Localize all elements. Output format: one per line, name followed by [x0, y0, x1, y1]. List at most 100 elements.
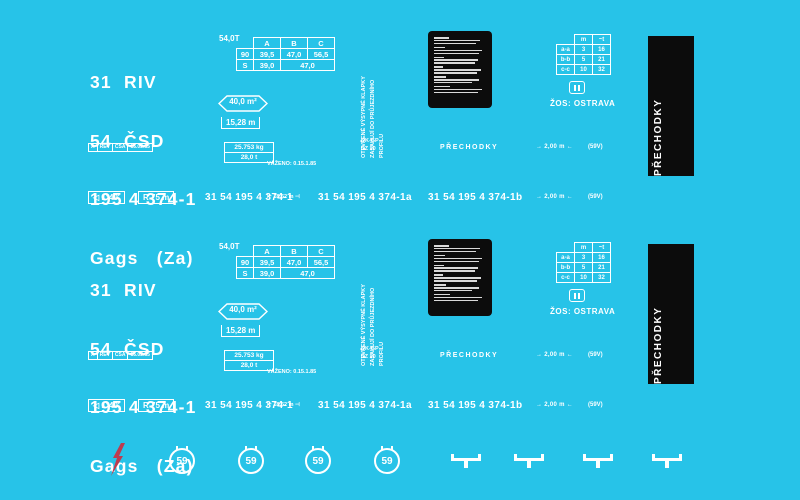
revision-segment: REV — [96, 143, 113, 152]
revision-segment: 16.02.85 — [127, 351, 153, 360]
tare-kg-value: 25.753 kg — [225, 351, 273, 361]
hexagon-outline-icon — [218, 95, 268, 112]
load-value: 47,0 — [280, 256, 308, 268]
high-voltage-lightning-icon — [111, 443, 125, 476]
wagon-number: 31 54 195 4 374-1a — [318, 192, 412, 203]
load-value: 39,0 — [253, 59, 281, 71]
revision-segment: ČSA — [111, 143, 129, 152]
marking-set-1: 31 RIV 54 ČSD 195 4 374-1 Gags (Za) 54,0… — [0, 30, 800, 267]
jacking-point-icon — [451, 454, 481, 469]
prechodky-label: PŘECHODKY — [440, 352, 499, 359]
revision-segment: 16.02.85 — [127, 143, 153, 152]
revision-segment: REV — [96, 351, 113, 360]
weighed-date: VÁŽENO: 0.15.1.85 — [267, 369, 317, 375]
load-limit-table: A B C 90 39,5 47,0 56,5 S 39,0 47,0 — [236, 37, 335, 71]
load-row-label: 90 — [236, 256, 254, 268]
marking-set-2: 31 RIV 54 ČSD 195 4 374-1 Gags (Za) 54,0… — [0, 238, 800, 475]
support-value: 16 — [592, 252, 611, 263]
support-col-header: ~t — [592, 242, 611, 253]
ferry-angle-sign: ◁ 1°40′ — [88, 399, 125, 412]
code-note: DK-GP SZ 10 — [361, 137, 379, 153]
load-table-label: 54,0T — [219, 242, 240, 251]
support-value: 5 — [574, 54, 593, 65]
support-value: 21 — [592, 262, 611, 273]
support-value: 21 — [592, 54, 611, 65]
load-row-label: 90 — [236, 48, 254, 60]
curve-radius-sign: R 75 m — [138, 399, 175, 412]
voltage-note: (59V) — [588, 144, 603, 150]
support-col-header: m — [574, 34, 593, 45]
hexagon-outline-icon — [218, 303, 268, 320]
tare-t-value: 28,0 t — [240, 362, 258, 369]
revision-date-box: A REV ČSA 16.02.85 — [88, 351, 153, 360]
prechodky-vertical-label: PŘECHODKY — [653, 306, 664, 384]
wagon-number: 31 54 195 4 374-1b — [428, 192, 523, 203]
weighing-note: VÁŽENO: 0.15.1.85 ⊢ 18,52 m ⊣ — [267, 137, 316, 225]
curve-radius-sign: R 75 m — [138, 191, 175, 204]
jacking-point-icon — [652, 454, 682, 469]
wagon-id-line: 54 ČSD — [90, 130, 165, 151]
prechodky-black-bar: PŘECHODKY — [648, 36, 694, 176]
load-row-label: S — [236, 267, 254, 279]
circled-59-icon: 59 — [374, 446, 400, 474]
fine-print-panel — [428, 31, 492, 108]
length-over-buffers: ⊢ 18,52 m ⊣ — [267, 402, 300, 408]
distance-sign: → 2,00 m ← — [536, 194, 574, 200]
load-row-label: S — [236, 59, 254, 71]
support-row-label: a-a — [556, 44, 575, 55]
tare-t-value: 28,0 t — [240, 154, 258, 161]
code-line: SZ 10 — [361, 354, 376, 360]
support-value: 5 — [574, 262, 593, 273]
jacking-point-icon — [583, 454, 613, 469]
load-limit-table: A B C 90 39,5 47,0 56,5 S 39,0 47,0 — [236, 245, 335, 279]
load-col-header: B — [280, 245, 308, 257]
circled-number-value: 59 — [381, 455, 393, 467]
support-load-table: m ~t a-a 3 16 b-b 5 21 c-c 10 32 — [556, 34, 611, 75]
wagon-number: 31 54 195 4 374-1 — [205, 192, 293, 203]
load-col-header: B — [280, 37, 308, 49]
ferry-angle-sign: ◁ 1°40′ — [88, 191, 125, 204]
loading-area-value: 40,0 m² — [229, 97, 257, 106]
code-note: DK-GP SZ 10 — [361, 345, 379, 361]
load-col-header: A — [253, 245, 281, 257]
wagon-number: 31 54 195 4 374-1a — [318, 400, 412, 411]
support-row-label: b-b — [556, 262, 575, 273]
circled-number-value: 59 — [176, 455, 188, 467]
wagon-id-line: 54 ČSD — [90, 338, 165, 359]
zos-ostrava-label: ŽOS: OSTRAVA — [550, 99, 616, 108]
voltage-note: (59V) — [588, 194, 603, 200]
load-value: 56,5 — [307, 256, 335, 268]
distance-sign: → 2,00 m ← — [536, 352, 574, 358]
support-col-header: m — [574, 242, 593, 253]
circled-59-icon: 59 — [238, 446, 264, 474]
load-value: 39,0 — [253, 267, 281, 279]
revision-date-box: A REV ČSA 16.02.85 — [88, 143, 153, 152]
wagon-id-line: 31 RIV — [90, 280, 157, 300]
wagon-id-line: Gags (Za) — [90, 247, 194, 268]
tare-weight-box: 25.753 kg 28,0 t — [224, 142, 274, 163]
loading-length-sign: 15,28 m — [221, 325, 261, 337]
circled-59-icon: 59 — [169, 446, 195, 474]
pictogram-11-icon — [569, 289, 585, 302]
load-value: 47,0 — [280, 59, 335, 71]
support-row-label: c-c — [556, 272, 575, 283]
support-value: 10 — [574, 272, 593, 283]
wagon-number: 31 54 195 4 374-1 — [205, 400, 293, 411]
length-over-buffers: ⊢ 18,52 m ⊣ — [267, 194, 300, 200]
loading-length-sign: 15,28 m — [221, 117, 261, 129]
load-value: 47,0 — [280, 48, 308, 60]
warning-line: PROFILU — [379, 133, 385, 158]
jacking-point-icon — [514, 454, 544, 469]
load-col-header: C — [307, 245, 335, 257]
pictogram-11-icon — [569, 81, 585, 94]
support-row-label: b-b — [556, 54, 575, 65]
weighing-note: VÁŽENO: 0.15.1.85 ⊢ 18,52 m ⊣ — [267, 345, 316, 433]
distance-sign: → 2,00 m ← — [536, 144, 574, 150]
circled-number-value: 59 — [312, 455, 324, 467]
load-value: 47,0 — [280, 267, 335, 279]
loading-area-sign: 40,0 m² — [218, 95, 268, 112]
revision-segment: ČSA — [111, 351, 129, 360]
support-col-header: ~t — [592, 34, 611, 45]
support-load-table: m ~t a-a 3 16 b-b 5 21 c-c 10 32 — [556, 242, 611, 283]
